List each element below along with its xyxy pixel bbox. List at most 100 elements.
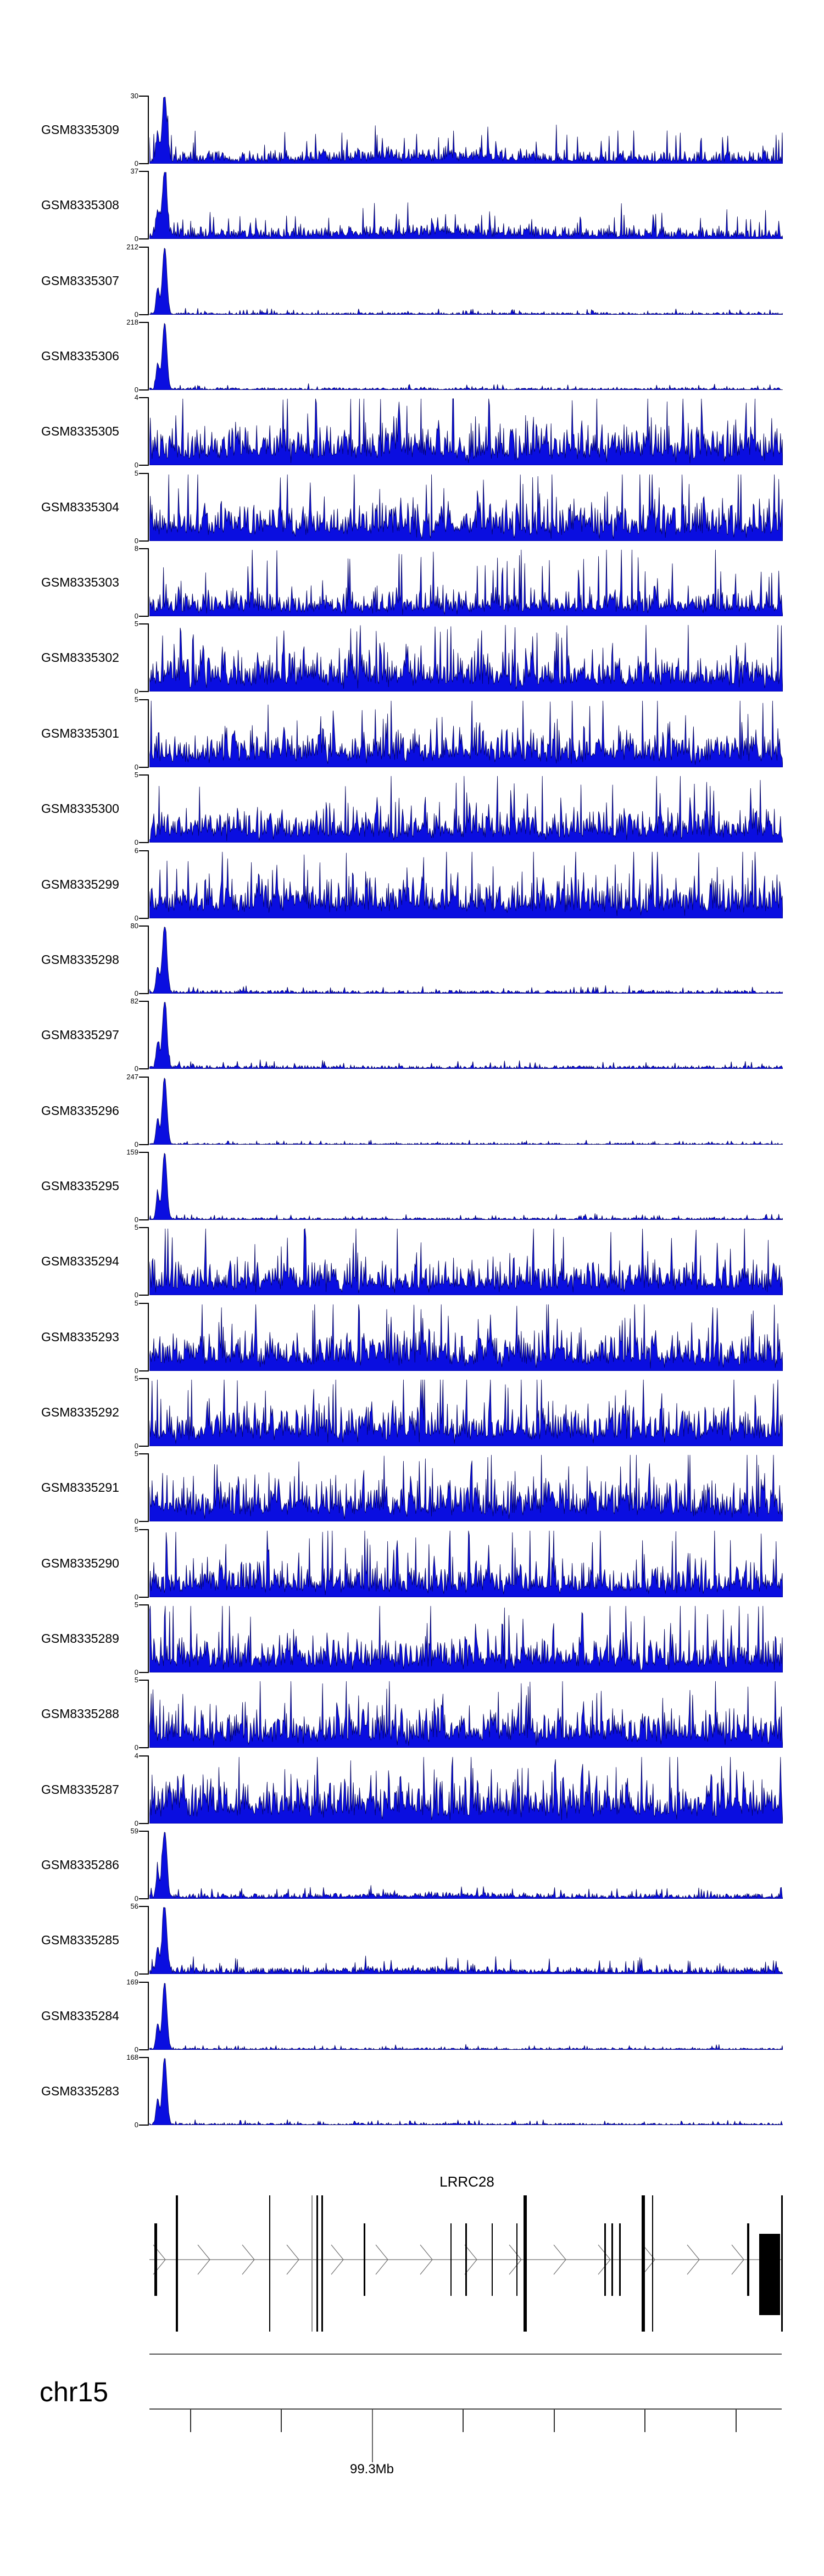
- coverage-area: [149, 1530, 783, 1597]
- track-ymax-label: 5: [134, 771, 138, 779]
- track-sample-label: GSM8335294: [41, 1254, 119, 1268]
- track-ymax-label: 37: [130, 167, 138, 175]
- track-yaxis-tick-bottom: [139, 465, 149, 466]
- strand-arrow-icon: [153, 2244, 166, 2275]
- track-yaxis-line: [148, 1228, 149, 1295]
- coverage-area: [149, 1379, 783, 1446]
- track-ymin-label: 0: [134, 1668, 138, 1676]
- track-yaxis-tick-top: [139, 925, 149, 927]
- coverage-histogram: [149, 1228, 783, 1295]
- axis-minor-tick: [736, 2410, 737, 2432]
- axis-minor-tick: [463, 2410, 464, 2432]
- signal-track: 5 0 GSM8335304: [0, 469, 824, 545]
- track-ymin-label: 0: [134, 612, 138, 620]
- gene-exon-bar: [619, 2223, 621, 2296]
- track-yaxis-tick-bottom: [139, 1823, 149, 1824]
- track-sample-label: GSM8335291: [41, 1480, 119, 1495]
- coverage-area: [149, 322, 783, 390]
- track-ymax-label: 5: [134, 1601, 138, 1609]
- track-yaxis-line: [148, 1982, 149, 2050]
- track-yaxis-tick-top: [139, 397, 149, 398]
- track-yaxis-tick-bottom: [139, 1747, 149, 1748]
- track-yaxis-tick-bottom: [139, 2125, 149, 2126]
- track-separator-line: [149, 2354, 782, 2355]
- coverage-area: [149, 700, 783, 767]
- track-ymax-label: 8: [134, 544, 138, 553]
- track-yaxis-tick-top: [139, 623, 149, 625]
- track-ymax-label: 5: [134, 1449, 138, 1458]
- track-ymin-label: 0: [134, 1894, 138, 1903]
- track-yaxis-tick-top: [139, 171, 149, 172]
- gene-exon-bar: [154, 2223, 157, 2296]
- track-ymax-label: 5: [134, 469, 138, 477]
- signal-track: 5 0 GSM8335300: [0, 771, 824, 846]
- track-yaxis-tick-bottom: [139, 1295, 149, 1296]
- track-sample-label: GSM8335300: [41, 801, 119, 816]
- track-yaxis-tick-bottom: [139, 163, 149, 164]
- gene-terminal-exon-box: [759, 2234, 780, 2315]
- track-ymax-label: 5: [134, 1299, 138, 1307]
- track-yaxis-tick-bottom: [139, 1973, 149, 1975]
- signal-track: 4 0 GSM8335305: [0, 393, 824, 469]
- gene-exon-bar: [269, 2195, 270, 2332]
- track-yaxis-tick-bottom: [139, 1219, 149, 1220]
- coverage-histogram: [149, 927, 783, 994]
- track-yaxis-line: [148, 1077, 149, 1145]
- track-yaxis-line: [148, 96, 149, 164]
- track-ymax-label: 5: [134, 1676, 138, 1684]
- track-ymax-label: 82: [130, 997, 138, 1005]
- coverage-histogram: [149, 1605, 783, 1672]
- coverage-histogram: [149, 1832, 783, 1899]
- axis-minor-tick: [281, 2410, 282, 2432]
- track-ymax-label: 59: [130, 1827, 138, 1835]
- track-sample-label: GSM8335309: [41, 122, 119, 137]
- signal-track: 59 0 GSM8335286: [0, 1827, 824, 1903]
- track-yaxis-tick-top: [139, 2057, 149, 2058]
- track-ymax-label: 169: [126, 1978, 138, 1986]
- coverage-area: [149, 1983, 783, 2050]
- track-sample-label: GSM8335292: [41, 1405, 119, 1419]
- track-sample-label: GSM8335283: [41, 2084, 119, 2098]
- track-sample-label: GSM8335306: [41, 349, 119, 363]
- coverage-area: [149, 549, 783, 616]
- track-ymin-label: 0: [134, 461, 138, 469]
- genome-axis-line: [149, 2408, 782, 2410]
- track-ymin-label: 0: [134, 838, 138, 846]
- coverage-histogram: [149, 1304, 783, 1371]
- coverage-area: [149, 1681, 783, 1748]
- signal-track: 5 0 GSM8335302: [0, 620, 824, 695]
- signal-track: 159 0 GSM8335295: [0, 1148, 824, 1224]
- coverage-area: [149, 1605, 783, 1672]
- track-yaxis-tick-bottom: [139, 1068, 149, 1069]
- track-sample-label: GSM8335293: [41, 1330, 119, 1344]
- track-ymin-label: 0: [134, 1291, 138, 1299]
- track-sample-label: GSM8335284: [41, 2009, 119, 2023]
- coverage-histogram: [149, 1152, 783, 1220]
- track-sample-label: GSM8335301: [41, 726, 119, 740]
- track-yaxis-line: [148, 171, 149, 239]
- signal-track: 5 0 GSM8335291: [0, 1449, 824, 1525]
- track-yaxis-tick-top: [139, 699, 149, 700]
- coverage-histogram: [149, 247, 783, 315]
- track-yaxis-tick-bottom: [139, 767, 149, 768]
- track-sample-label: GSM8335299: [41, 877, 119, 891]
- track-ymax-label: 30: [130, 92, 138, 100]
- track-yaxis-tick-bottom: [139, 691, 149, 692]
- strand-arrow-icon: [642, 2244, 655, 2275]
- track-yaxis-line: [148, 1906, 149, 1974]
- signal-track: 168 0 GSM8335283: [0, 2053, 824, 2129]
- strand-arrow-icon: [197, 2244, 210, 2275]
- strand-arrow-icon: [286, 2244, 299, 2275]
- gene-exon-bar: [516, 2223, 517, 2296]
- signal-track: 82 0 GSM8335297: [0, 997, 824, 1073]
- axis-tick-label: 99.3Mb: [349, 2462, 394, 2477]
- track-yaxis-line: [148, 247, 149, 315]
- coverage-area: [149, 851, 783, 918]
- strand-arrow-icon: [420, 2244, 433, 2275]
- track-yaxis-tick-top: [139, 1303, 149, 1304]
- track-yaxis-tick-top: [139, 1755, 149, 1757]
- track-sample-label: GSM8335296: [41, 1103, 119, 1118]
- signal-track: 5 0 GSM8335294: [0, 1223, 824, 1299]
- track-yaxis-tick-bottom: [139, 918, 149, 919]
- track-yaxis-tick-bottom: [139, 1370, 149, 1371]
